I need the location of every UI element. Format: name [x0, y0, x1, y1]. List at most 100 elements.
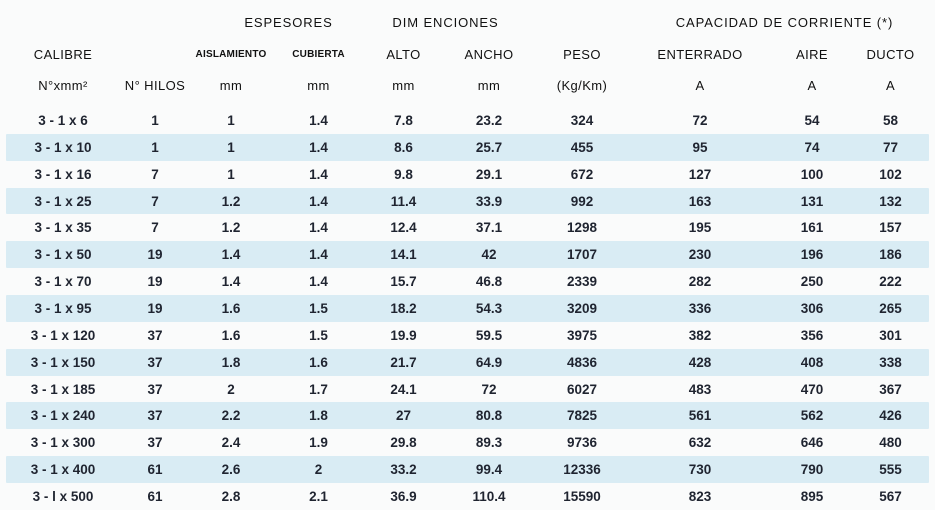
- table-cell-calibre: 3 - 1 x 16: [34, 166, 92, 182]
- table-cell-ancho: 99.4: [475, 462, 503, 478]
- table-cell-enterrado: 127: [688, 166, 712, 182]
- table-row: 3 - 1 x 35 7 1.2 1.4 12.4 37.1 1298 195 161 157: [6, 214, 929, 241]
- table-cell-aislamiento: 2: [227, 381, 235, 397]
- table-row: 3 - 1 x 10 1 1 1.4 8.6 25.7 455 95 74 77: [6, 133, 929, 161]
- table-cell-aislamiento: 2.2: [221, 408, 241, 424]
- table-cell-ducto: 567: [879, 488, 902, 504]
- table-cell-peso: 15590: [563, 488, 601, 504]
- table-cell-alto: 18.2: [390, 300, 417, 316]
- col-unit-peso: (Kg/Km): [556, 77, 608, 93]
- table-cell-hilos: 19: [147, 274, 163, 290]
- table-cell-cubierta: 1.4: [309, 112, 328, 128]
- table-cell-calibre: 3 - 1 x 50: [34, 247, 92, 263]
- table-cell-peso: 7825: [566, 408, 598, 424]
- table-row: 3 - 1 x 16 7 1 1.4 9.8 29.1 672 127 100 102: [6, 161, 929, 188]
- col-unit-aislamiento: mm: [219, 77, 243, 93]
- table-cell-aire: 131: [800, 193, 824, 209]
- table-cell-calibre: 3 - 1 x 25: [34, 193, 92, 209]
- table-cell-aire: 196: [800, 247, 824, 263]
- table-cell-aislamiento: 2.8: [221, 488, 241, 504]
- table-cell-alto: 29.8: [390, 435, 417, 451]
- table-cell-calibre: 3 - 1 x 150: [30, 354, 96, 370]
- table-row: 3 - 1 x 300 37 2.4 1.9 29.8 89.3 9736 632 646 480: [6, 429, 929, 456]
- table-cell-alto: 7.8: [394, 112, 413, 128]
- table-cell-enterrado: 823: [688, 488, 712, 504]
- table-cell-peso: 324: [570, 112, 594, 128]
- table-cell-ancho: 54.3: [475, 300, 503, 316]
- table-cell-aislamiento: 1.4: [221, 274, 241, 290]
- col-unit-hilos: N° HILOS: [124, 77, 186, 93]
- table-cell-peso: 3975: [566, 327, 598, 343]
- table-cell-aislamiento: 1.2: [221, 220, 241, 236]
- table-cell-calibre: 3 - l x 500: [32, 488, 94, 504]
- table-cell-alto: 11.4: [390, 193, 417, 209]
- table-cell-ducto: 301: [879, 327, 902, 343]
- table-cell-peso: 9736: [566, 435, 598, 451]
- group-header-espesores: ESPESORES: [244, 14, 333, 30]
- table-cell-aire: 54: [804, 112, 820, 128]
- col-header-aislamiento: AISLAMIENTO: [195, 48, 267, 60]
- table-row: 3 - l x 500 61 2.8 2.1 36.9 110.4 15590 823 895 5…: [6, 483, 929, 510]
- table-cell-enterrado: 561: [688, 408, 712, 424]
- table-cell-peso: 2339: [566, 274, 598, 290]
- table-cell-cubierta: 1.9: [309, 435, 328, 451]
- table-cell-hilos: 7: [151, 193, 159, 209]
- table-cell-enterrado: 632: [688, 435, 712, 451]
- table-group-header-row: ESPESORES DIM ENCIONES CAPACIDAD DE CORR…: [6, 0, 929, 38]
- table-cell-ducto: 102: [879, 166, 902, 182]
- table-cell-enterrado: 230: [688, 247, 712, 263]
- table-cell-ancho: 33.9: [475, 193, 503, 209]
- table-cell-enterrado: 428: [688, 354, 712, 370]
- table-cell-aislamiento: 1.2: [221, 193, 241, 209]
- table-cell-ducto: 58: [882, 112, 899, 128]
- table-cell-ancho: 23.2: [475, 112, 503, 128]
- table-cell-alto: 9.8: [394, 166, 413, 182]
- table-cell-cubierta: 1.4: [309, 220, 328, 236]
- table-cell-calibre: 3 - 1 x 400: [30, 462, 96, 478]
- table-cell-aire: 161: [800, 220, 824, 236]
- table-cell-cubierta: 1.6: [309, 354, 328, 370]
- table-cell-ancho: 29.1: [475, 166, 503, 182]
- table-cell-ancho: 72: [481, 381, 497, 397]
- table-cell-ducto: 132: [879, 193, 902, 209]
- table-cell-calibre: 3 - 1 x 35: [34, 220, 92, 236]
- table-cell-calibre: 3 - 1 x 120: [30, 327, 96, 343]
- col-header-ancho: ANCHO: [464, 46, 514, 62]
- table-row: 3 - 1 x 120 37 1.6 1.5 19.9 59.5 3975 382 356 301: [6, 322, 929, 349]
- table-cell-ducto: 555: [879, 462, 902, 478]
- table-cell-aire: 895: [800, 488, 824, 504]
- table-cell-aire: 408: [800, 354, 824, 370]
- col-header-peso: PESO: [563, 46, 601, 62]
- table-cell-alto: 33.2: [390, 462, 417, 478]
- table-cell-ducto: 186: [879, 247, 902, 263]
- table-cell-aislamiento: 1.8: [221, 354, 241, 370]
- table-cell-alto: 12.4: [390, 220, 417, 236]
- table-cell-ducto: 338: [879, 354, 902, 370]
- table-row: 3 - 1 x 50 19 1.4 1.4 14.1 42 1707 230 196 186: [6, 241, 929, 269]
- table-cell-alto: 8.6: [394, 139, 413, 155]
- table-cell-enterrado: 282: [688, 274, 712, 290]
- table-cell-aire: 100: [800, 166, 824, 182]
- table-cell-peso: 672: [570, 166, 594, 182]
- table-cell-hilos: 37: [147, 408, 163, 424]
- table-cell-ancho: 89.3: [475, 435, 503, 451]
- table-cell-aislamiento: 1.6: [221, 327, 241, 343]
- col-unit-cubierta: mm: [307, 77, 330, 93]
- table-cell-enterrado: 195: [688, 220, 712, 236]
- table-cell-hilos: 19: [147, 247, 163, 263]
- table-cell-ancho: 59.5: [475, 327, 503, 343]
- table-cell-ducto: 77: [882, 139, 899, 155]
- table-cell-aire: 790: [800, 462, 824, 478]
- table-cell-peso: 1298: [566, 220, 598, 236]
- table-cell-aislamiento: 1.4: [221, 247, 241, 263]
- table-row: 3 - 1 x 6 1 1 1.4 7.8 23.2 324 72 54 58: [6, 107, 929, 134]
- table-cell-enterrado: 483: [688, 381, 712, 397]
- table-cell-ducto: 367: [879, 381, 902, 397]
- table-cell-ancho: 46.8: [475, 274, 503, 290]
- table-cell-ancho: 80.8: [475, 408, 503, 424]
- table-cell-hilos: 37: [147, 381, 163, 397]
- table-cell-calibre: 3 - 1 x 300: [30, 435, 96, 451]
- table-cell-enterrado: 730: [688, 462, 712, 478]
- col-unit-enterrado: A: [695, 77, 705, 93]
- table-cell-hilos: 1: [151, 112, 159, 128]
